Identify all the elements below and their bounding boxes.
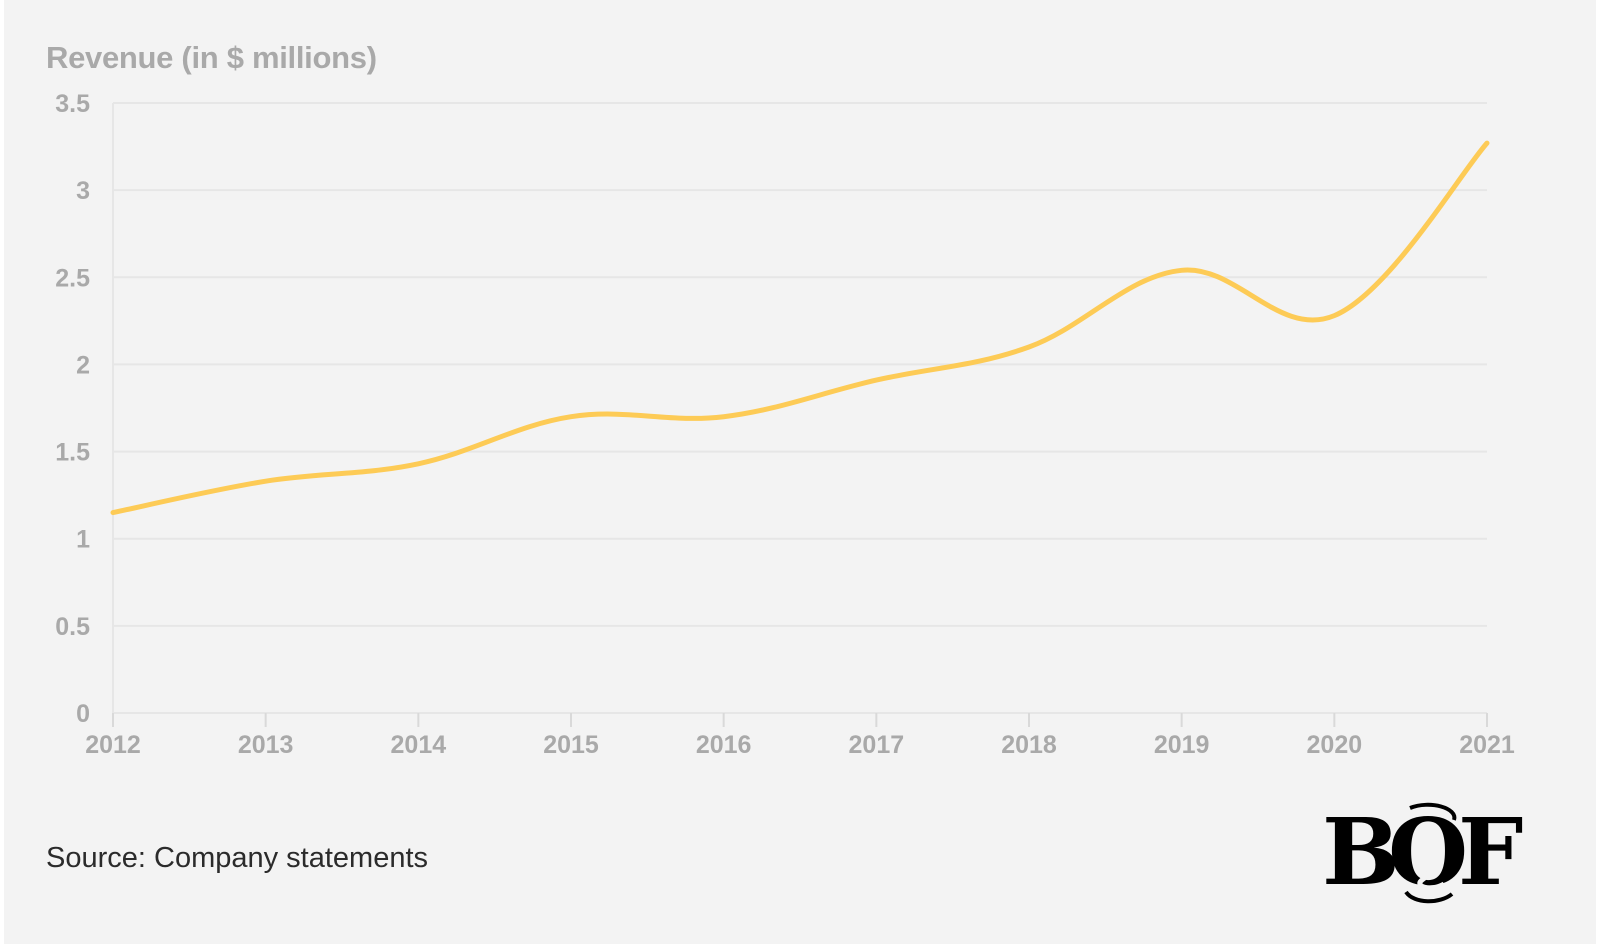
y-tick-label-4: 2	[76, 351, 90, 379]
y-tick-label-3: 1.5	[55, 439, 90, 467]
x-tick-label-2014: 2014	[391, 731, 447, 759]
logo-swash-bottom	[1404, 890, 1454, 904]
chart-card	[4, 0, 1596, 944]
logo-swash-inner	[1416, 837, 1446, 891]
logo-letter-b: B	[1322, 800, 1400, 906]
x-tick-label-2020: 2020	[1307, 731, 1363, 759]
y-axis-label: Revenue (in $ millions)	[46, 40, 377, 75]
x-tick-label-2015: 2015	[543, 731, 599, 759]
y-tick-label-1: 0.5	[55, 613, 90, 641]
x-tick-label-2021: 2021	[1459, 731, 1515, 759]
logo-letter-f: F	[1458, 800, 1523, 906]
x-tick-label-2012: 2012	[85, 731, 141, 759]
y-tick-labels: 0 0.5 1 1.5 2 2.5 3 3.5	[55, 90, 90, 728]
logo-swash-top	[1409, 802, 1457, 821]
y-tick-label-7: 3.5	[55, 90, 90, 118]
x-tick-labels: 2012 2013 2014 2015 2016 2017 2018 2019 2020 2021	[85, 731, 1515, 759]
x-tick-label-2018: 2018	[1001, 731, 1057, 759]
y-tick-label-6: 3	[76, 177, 90, 205]
y-tick-label-5: 2.5	[55, 264, 90, 292]
source-note: Source: Company statements	[46, 842, 429, 874]
grid-lines	[112, 102, 1488, 727]
y-tick-label-0: 0	[76, 700, 90, 728]
x-tick-label-2017: 2017	[849, 731, 905, 759]
x-tick-label-2019: 2019	[1154, 731, 1210, 759]
series-lines	[110, 140, 1490, 516]
bof-logo-icon: B O F	[1322, 800, 1523, 906]
x-tick-label-2013: 2013	[238, 731, 294, 759]
series-line-0	[110, 140, 1490, 516]
x-tick-label-2016: 2016	[696, 731, 752, 759]
y-tick-label-2: 1	[76, 526, 90, 554]
